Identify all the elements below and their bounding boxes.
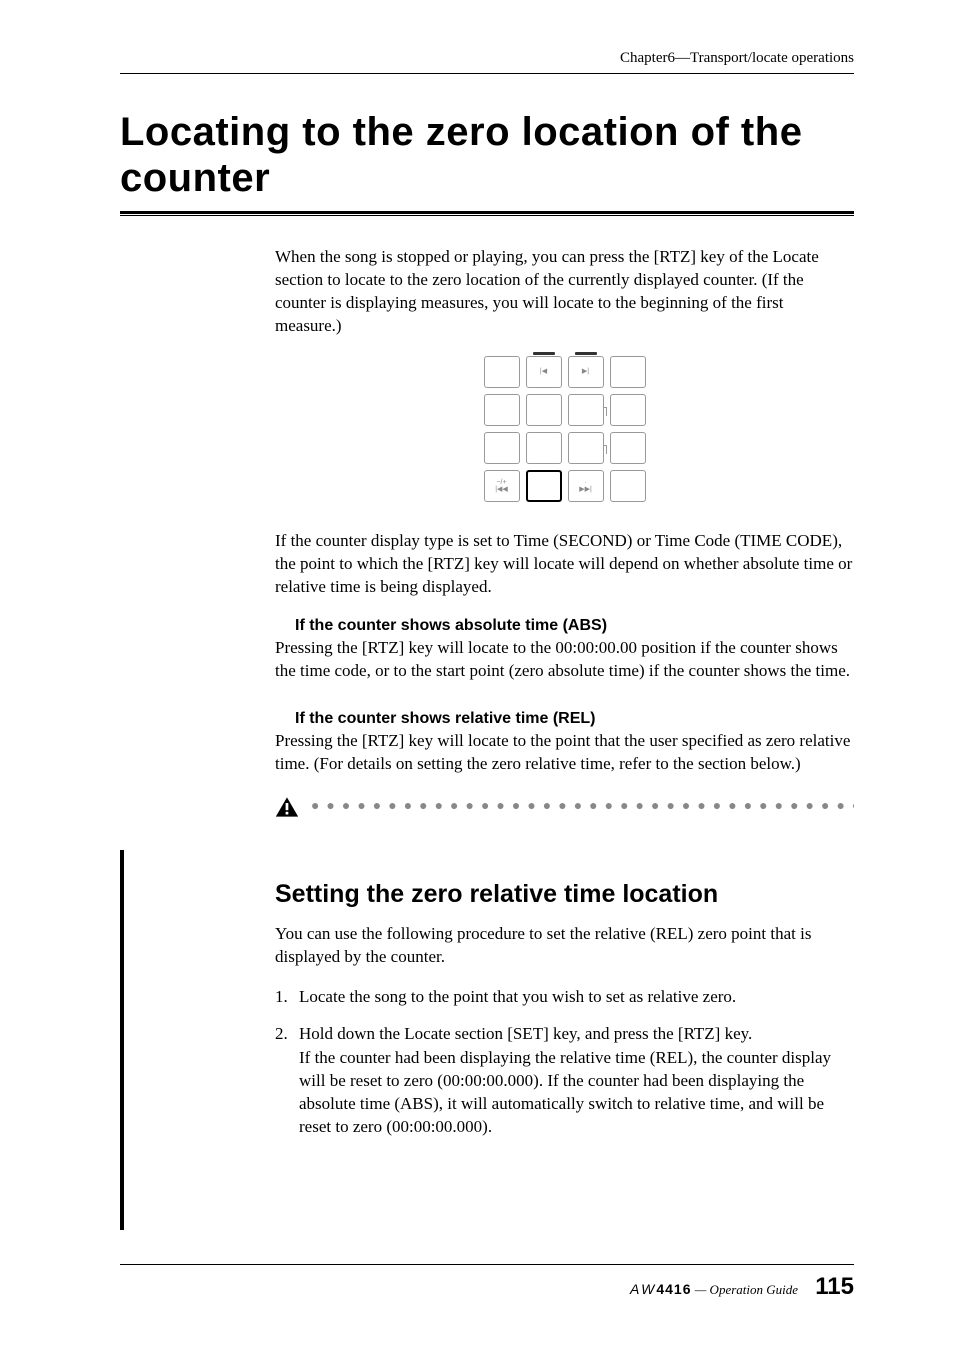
keypad-key [610, 394, 646, 426]
keypad-key [484, 356, 520, 388]
abs-body: Pressing the [RTZ] key will locate to th… [275, 637, 854, 683]
intro-paragraph: When the song is stopped or playing, you… [275, 246, 854, 338]
footer-page-number: 115 [815, 1273, 854, 1300]
step-number: 1. [275, 987, 299, 1010]
warning-divider: ●●●●●●●●●●●●●●●●●●●●●●●●●●●●●●●●●●●●●●●●… [275, 794, 854, 820]
left-margin-bar [120, 850, 124, 1230]
keypad-key [610, 470, 646, 502]
rel-body: Pressing the [RTZ] key will locate to th… [275, 730, 854, 776]
step-content: Hold down the Locate section [SET] key, … [299, 1024, 854, 1139]
keypad-key [526, 432, 562, 464]
warning-dots: ●●●●●●●●●●●●●●●●●●●●●●●●●●●●●●●●●●●●●●●●… [311, 799, 854, 815]
page-footer: AW4416 — Operation Guide 115 [120, 1264, 854, 1301]
keypad-key [484, 432, 520, 464]
numbered-step: 1.Locate the song to the point that you … [275, 987, 854, 1010]
after-figure-paragraph: If the counter display type is set to Ti… [275, 530, 854, 599]
keypad-row: |◀▶| [484, 356, 646, 388]
keypad-key [526, 394, 562, 426]
keypad-row [484, 432, 646, 464]
subsection-heading: Setting the zero relative time location [275, 880, 854, 909]
keypad-row: −/+ |◀◀ · ▶▶| [484, 470, 646, 502]
keypad-key [484, 394, 520, 426]
step-heading: Hold down the Locate section [SET] key, … [299, 1024, 854, 1044]
step-body: If the counter had been displaying the r… [299, 1047, 854, 1139]
step-number: 2. [275, 1024, 299, 1139]
keypad-key: ▶| [568, 356, 604, 388]
keypad-key [610, 432, 646, 464]
warning-icon [275, 794, 299, 820]
keypad-key [568, 394, 604, 426]
subsection-intro: You can use the following procedure to s… [275, 923, 854, 969]
keypad-key: −/+ |◀◀ [484, 470, 520, 502]
keypad-key: · ▶▶| [568, 470, 604, 502]
heading-rule-thin [120, 215, 854, 216]
keypad-figure: |◀▶| −/+ |◀◀ · ▶▶| [275, 356, 854, 508]
keypad-key [568, 432, 604, 464]
numbered-step: 2.Hold down the Locate section [SET] key… [275, 1024, 854, 1139]
keypad-key [526, 470, 562, 502]
footer-guide: — Operation Guide [692, 1282, 799, 1297]
step-content: Locate the song to the point that you wi… [299, 987, 854, 1010]
keypad-key: |◀ [526, 356, 562, 388]
heading-rule-thick [120, 211, 854, 214]
footer-model-prefix: AW [630, 1281, 656, 1297]
step-heading: Locate the song to the point that you wi… [299, 987, 854, 1007]
chapter-header: Chapter6—Transport/locate operations [120, 50, 854, 74]
main-heading: Locating to the zero location of the cou… [120, 109, 854, 201]
rel-heading: If the counter shows relative time (REL) [275, 710, 854, 728]
footer-model: 4416 [656, 1281, 691, 1297]
keypad-key [610, 356, 646, 388]
abs-heading: If the counter shows absolute time (ABS) [275, 617, 854, 635]
keypad-row [484, 394, 646, 426]
